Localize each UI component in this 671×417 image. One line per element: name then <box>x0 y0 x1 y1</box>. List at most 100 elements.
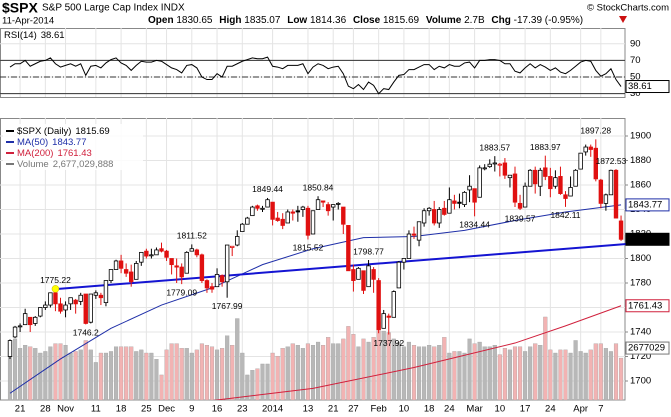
volume-bar <box>63 345 68 401</box>
x-tick-label: 17 <box>520 404 531 415</box>
x-tick-label: 21 <box>328 404 339 415</box>
candle-body <box>88 293 93 323</box>
price-annotation: 1850.84 <box>303 182 334 192</box>
ma200-last-label-text: 1761.43 <box>628 300 662 311</box>
rsi-line <box>9 56 622 95</box>
candle-body <box>583 146 588 153</box>
x-tick-label: 27 <box>348 404 359 415</box>
candle-body <box>144 250 149 257</box>
volume-bar <box>411 345 417 401</box>
volume-bar <box>442 337 447 401</box>
volume-bar <box>124 346 129 401</box>
candle-body <box>437 209 442 224</box>
x-tick-label: Mar <box>466 404 482 415</box>
candle-body <box>401 258 407 263</box>
volume-bar <box>457 351 462 401</box>
candle-body <box>356 267 361 280</box>
candle-body <box>265 199 270 208</box>
price-annotation: 1811.52 <box>177 231 207 241</box>
candle-body <box>224 244 230 283</box>
candle-body <box>68 297 73 305</box>
candle-body <box>33 316 38 324</box>
volume-bar <box>280 348 285 401</box>
volume-bar <box>83 340 88 401</box>
candle-body <box>139 251 144 263</box>
price-annotation: 1849.44 <box>252 184 283 194</box>
price-annotation: 1897.28 <box>580 126 611 136</box>
rsi-last-label: 38.61 <box>625 80 670 94</box>
volume-bar <box>568 352 573 401</box>
candle-body <box>27 316 33 326</box>
candle-body <box>351 269 356 281</box>
volume-bar <box>371 337 376 401</box>
candle-body <box>512 173 518 203</box>
plot-layer: 21 28 Nov 11 18 25 Dec 9 16 23 2014 13 21 27 Feb 10 18 24… <box>0 28 670 415</box>
volume-bar <box>53 343 58 401</box>
volume-bar <box>401 346 406 401</box>
volume-bar <box>93 362 98 401</box>
volume-bar <box>376 321 381 401</box>
volume-bar <box>608 351 613 401</box>
x-tick-label: 2014 <box>262 404 283 415</box>
copyright: © StockCharts.com <box>587 3 669 14</box>
volume-bar <box>149 352 154 401</box>
candle-body <box>174 265 179 268</box>
candle-body <box>98 294 104 299</box>
candle-body <box>48 292 53 306</box>
volume-bar <box>139 349 144 401</box>
volume-bar <box>437 345 442 401</box>
candle-body <box>189 248 194 252</box>
candle-body <box>199 254 205 281</box>
candle-body <box>416 221 422 241</box>
candle-body <box>558 176 563 194</box>
volume-bar <box>462 352 467 401</box>
candle-body <box>452 200 457 204</box>
volume-bar <box>68 352 73 401</box>
volume-bar <box>164 349 169 401</box>
candle-body <box>442 207 447 215</box>
volume-bar <box>518 346 523 401</box>
candle-body <box>391 291 396 318</box>
volume-bar <box>290 343 295 401</box>
volume-bar <box>467 338 472 401</box>
candle-body <box>108 269 114 281</box>
volume-bar <box>558 349 563 401</box>
candle-body <box>310 210 316 235</box>
volume-bar <box>265 363 270 401</box>
candle-body <box>73 299 78 305</box>
volume-bar <box>88 349 93 401</box>
trendline <box>55 242 637 291</box>
candle-body <box>320 200 326 203</box>
candle-body <box>381 313 386 329</box>
candle-body <box>123 269 129 274</box>
candle-body <box>164 250 169 258</box>
volume-bar <box>472 343 477 401</box>
candle-body <box>457 201 462 204</box>
index-name: S&P 500 Large Cap Index INDX <box>42 3 185 14</box>
volume-bar <box>477 341 482 401</box>
volume-bar <box>336 343 341 401</box>
x-tick-label: 24 <box>444 404 455 415</box>
candle-body <box>361 270 366 291</box>
candle-body <box>118 260 124 269</box>
rsi-legend: RSI(14) 38.61 <box>4 30 65 41</box>
volume-bar <box>240 352 245 401</box>
volume-bar <box>538 345 543 401</box>
legend-name: MA(50) <box>17 137 48 148</box>
candle-body <box>472 188 477 203</box>
volume-bar <box>48 346 53 401</box>
candle-body <box>250 206 255 217</box>
quote-line: Open 1830.65 High 1835.07 Low 1814.36 Cl… <box>148 15 583 26</box>
volume-bar <box>169 343 174 401</box>
candle-body <box>426 207 432 212</box>
candle-body <box>290 211 295 214</box>
legend-entry: $SPX (Daily) 1815.69 <box>17 126 110 137</box>
y-tick-label: 1740 <box>630 327 651 338</box>
candle-body <box>613 169 619 219</box>
x-tick-label: 18 <box>116 404 127 415</box>
candle-body <box>538 169 543 187</box>
rsi-last-label-box <box>625 80 670 94</box>
x-tick-label: 16 <box>212 404 223 415</box>
